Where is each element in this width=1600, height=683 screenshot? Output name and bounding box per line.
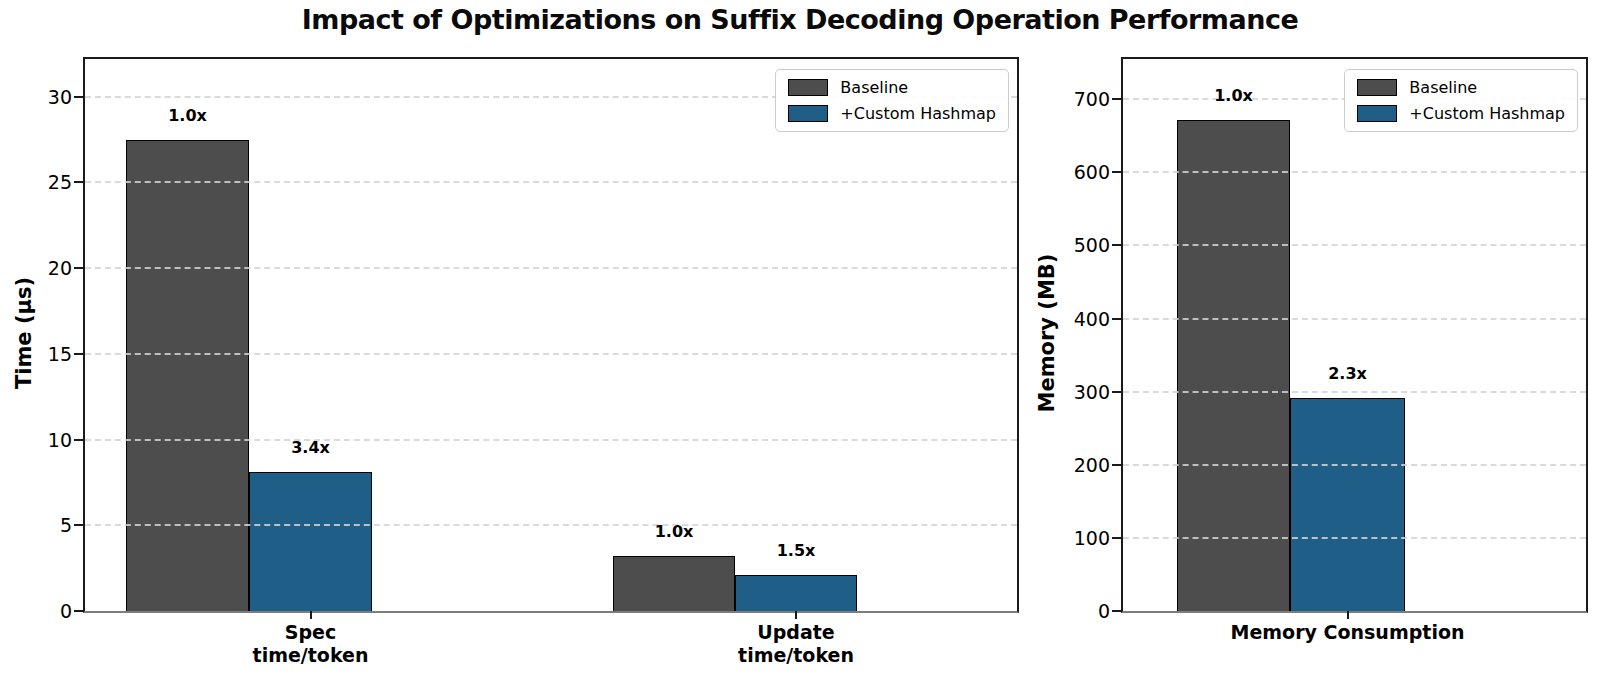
bar-baseline xyxy=(1177,120,1290,611)
x-tick-label: Spec time/token xyxy=(253,621,369,667)
legend-swatch-custom-hashmap xyxy=(788,105,828,122)
legend-item-baseline: Baseline xyxy=(1357,78,1565,97)
y-tick-mark xyxy=(1112,171,1121,173)
legend: Baseline +Custom Hashmap xyxy=(775,69,1009,132)
bar-custom-hashmap xyxy=(735,575,857,611)
bar-value-label: 3.4x xyxy=(291,438,330,457)
y-tick-mark xyxy=(1112,537,1121,539)
bar-baseline xyxy=(613,556,735,611)
x-tick-mark xyxy=(1347,611,1349,619)
legend-label-custom-hashmap: +Custom Hashmap xyxy=(1409,104,1565,123)
bar-custom-hashmap xyxy=(1290,398,1405,611)
y-tick-mark xyxy=(1112,318,1121,320)
legend-swatch-custom-hashmap xyxy=(1357,105,1397,122)
y-tick-mark xyxy=(74,610,83,612)
x-tick-label: Update time/token xyxy=(738,621,854,667)
y-axis-label-time: Time (μs) xyxy=(12,55,36,611)
legend-swatch-baseline xyxy=(788,79,828,96)
bar-value-label: 1.0x xyxy=(1214,86,1253,105)
legend-label-custom-hashmap: +Custom Hashmap xyxy=(840,104,996,123)
y-tick-mark xyxy=(1112,391,1121,393)
bar-value-label: 1.0x xyxy=(655,522,694,541)
y-tick-mark xyxy=(1112,464,1121,466)
legend-label-baseline: Baseline xyxy=(1409,78,1477,97)
figure: Impact of Optimizations on Suffix Decodi… xyxy=(0,0,1600,683)
y-tick-mark xyxy=(74,267,83,269)
bar-value-label: 1.0x xyxy=(168,106,207,125)
y-tick-mark xyxy=(74,96,83,98)
bar-custom-hashmap xyxy=(249,472,372,611)
memory-chart-axes: Baseline +Custom Hashmap 010020030040050… xyxy=(1121,57,1588,613)
y-tick-mark xyxy=(74,524,83,526)
legend-item-baseline: Baseline xyxy=(788,78,996,97)
y-tick-mark xyxy=(1112,244,1121,246)
x-tick-mark xyxy=(310,611,312,619)
y-tick-mark xyxy=(74,353,83,355)
figure-title: Impact of Optimizations on Suffix Decodi… xyxy=(0,4,1600,35)
legend-item-custom-hashmap: +Custom Hashmap xyxy=(1357,104,1565,123)
bar-baseline xyxy=(126,140,249,611)
bar-value-label: 2.3x xyxy=(1328,364,1367,383)
x-tick-mark xyxy=(795,611,797,619)
y-tick-mark xyxy=(1112,98,1121,100)
y-tick-mark xyxy=(74,439,83,441)
time-chart-axes: Baseline +Custom Hashmap 0510152025301.0… xyxy=(83,57,1019,613)
legend-swatch-baseline xyxy=(1357,79,1397,96)
legend-label-baseline: Baseline xyxy=(840,78,908,97)
y-tick-mark xyxy=(1112,610,1121,612)
bar-value-label: 1.5x xyxy=(777,541,816,560)
legend: Baseline +Custom Hashmap xyxy=(1344,69,1578,132)
y-tick-mark xyxy=(74,181,83,183)
x-tick-label: Memory Consumption xyxy=(1231,621,1465,644)
legend-item-custom-hashmap: +Custom Hashmap xyxy=(788,104,996,123)
y-axis-label-memory: Memory (MB) xyxy=(1035,55,1059,611)
